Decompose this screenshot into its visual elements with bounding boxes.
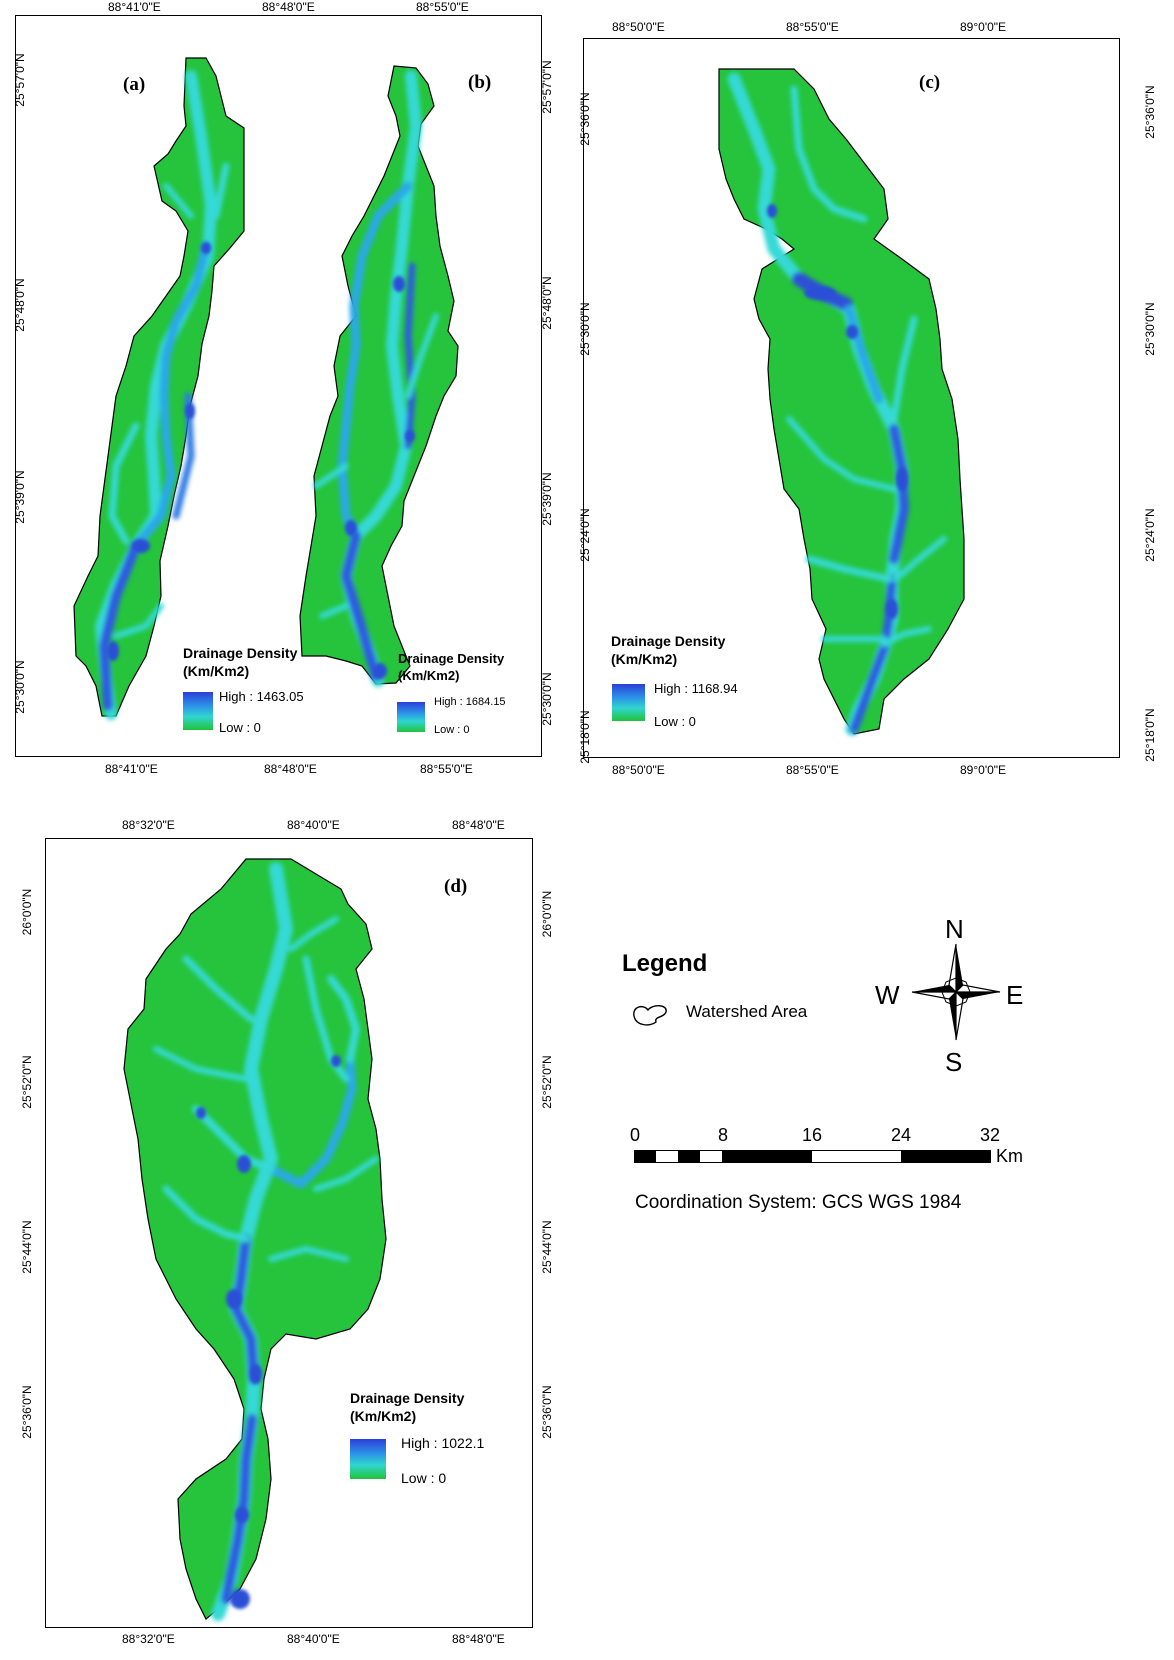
tick-ab-top-2: 88°55'0"E: [416, 0, 469, 14]
watershed-area-icon: [633, 1005, 667, 1026]
map-panel-c: (c) Drainage Density (Km/Km2) High : 116…: [583, 38, 1120, 758]
watershed-b-shape: [299, 65, 459, 685]
scale-unit: Km: [996, 1146, 1023, 1166]
map-panel-ab: (a) (b) Drainage Density (Km/Km2) High :…: [15, 15, 542, 757]
tick-d-right-1: 25°52'0"N: [540, 1055, 554, 1109]
tick-c-top-1: 88°55'0"E: [786, 20, 839, 34]
tick-d-bottom-1: 88°40'0"E: [287, 1632, 340, 1646]
watershed-map-d: [123, 858, 387, 1621]
tick-c-left-1: 25°30'0"N: [578, 302, 592, 356]
tick-d-top-0: 88°32'0"E: [122, 818, 175, 832]
tick-d-left-3: 25°36'0"N: [20, 1385, 34, 1439]
tick-c-left-2: 25°24'0"N: [578, 508, 592, 562]
drainage-legend-c-title: Drainage Density (Km/Km2): [611, 632, 725, 668]
tick-ab-left-3: 25°30'0"N: [13, 660, 27, 714]
tick-ab-right-2: 25°39'0"N: [540, 472, 554, 526]
drainage-legend-c-title-2: (Km/Km2): [611, 651, 678, 667]
drainage-legend-d-title-1: Drainage Density: [350, 1390, 465, 1406]
watershed-d-shape: [123, 858, 387, 1620]
compass-s: S: [945, 1047, 963, 1077]
north-arrow-icon: [911, 943, 1001, 1041]
tick-ab-left-1: 25°48'0"N: [13, 278, 27, 332]
drainage-legend-d-low: Low : 0: [401, 1470, 447, 1486]
tick-d-top-2: 88°48'0"E: [452, 818, 505, 832]
tick-d-top-1: 88°40'0"E: [287, 818, 340, 832]
panel-label-a: (a): [123, 74, 146, 95]
tick-d-bottom-2: 88°48'0"E: [452, 1632, 505, 1646]
tick-d-left-0: 26°0'0"N: [20, 888, 34, 936]
drainage-legend-c-high: High : 1168.94: [654, 681, 738, 696]
drainage-legend-a-title-1: Drainage Density: [183, 645, 298, 661]
tick-ab-top-0: 88°41'0"E: [108, 0, 161, 14]
watershed-c-shape: [718, 68, 965, 735]
tick-c-right-0: 25°36'0"N: [1143, 85, 1157, 139]
drainage-legend-b-title-2: (Km/Km2): [398, 668, 460, 683]
tick-ab-bottom-2: 88°55'0"E: [420, 762, 473, 776]
map-panel-d: (d) Drainage Density (Km/Km2) High : 102…: [45, 838, 533, 1628]
drainage-legend-c-title-1: Drainage Density: [611, 633, 726, 649]
tick-c-bottom-2: 89°0'0"E: [960, 763, 1007, 777]
drainage-legend-d-title: Drainage Density (Km/Km2): [350, 1389, 464, 1425]
compass-w: W: [875, 980, 900, 1010]
drainage-legend-a-title: Drainage Density (Km/Km2): [183, 644, 297, 680]
drainage-legend-b-low: Low : 0: [434, 724, 470, 736]
map-legend-item-watershed: Watershed Area: [686, 1002, 808, 1021]
drainage-legend-b-title-1: Drainage Density: [398, 651, 505, 666]
drainage-legend-d-title-2: (Km/Km2): [350, 1408, 417, 1424]
scale-label-32: 32: [980, 1125, 1001, 1145]
tick-c-bottom-1: 88°55'0"E: [786, 763, 839, 777]
scale-label-0: 0: [630, 1125, 641, 1145]
panel-label-c: (c): [919, 72, 941, 93]
watershed-map-ab: [73, 57, 459, 720]
tick-c-right-2: 25°24'0"N: [1143, 508, 1157, 562]
tick-ab-bottom-0: 88°41'0"E: [105, 762, 158, 776]
drainage-legend-d-high: High : 1022.1: [401, 1435, 485, 1451]
drainage-legend-d-swatch: [350, 1439, 386, 1479]
tick-c-right-3: 25°18'0"N: [1143, 708, 1157, 762]
panel-label-d: (d): [444, 876, 468, 897]
drainage-legend-a-low: Low : 0: [219, 720, 261, 735]
panel-label-b: (b): [468, 72, 492, 93]
drainage-legend-c-swatch: [612, 684, 645, 721]
tick-c-left-3: 25°18'0"N: [578, 710, 592, 764]
tick-d-left-1: 25°52'0"N: [20, 1055, 34, 1109]
tick-d-right-3: 25°36'0"N: [540, 1385, 554, 1439]
compass-e: E: [1006, 980, 1024, 1010]
drainage-legend-b-title: Drainage Density (Km/Km2): [398, 650, 504, 684]
drainage-legend-c-low: Low : 0: [654, 714, 696, 729]
tick-c-bottom-0: 88°50'0"E: [612, 763, 665, 777]
scale-label-8: 8: [718, 1125, 729, 1145]
tick-ab-right-0: 25°57'0"N: [540, 60, 554, 114]
drainage-legend-a-title-2: (Km/Km2): [183, 663, 250, 679]
tick-c-left-0: 25°36'0"N: [578, 92, 592, 146]
tick-d-bottom-0: 88°32'0"E: [122, 1632, 175, 1646]
coordinate-system: Coordination System: GCS WGS 1984: [635, 1192, 962, 1213]
tick-d-right-0: 26°0'0"N: [540, 890, 554, 938]
scale-label-24: 24: [891, 1125, 912, 1145]
tick-ab-left-0: 25°57'0"N: [13, 53, 27, 107]
tick-c-top-0: 88°50'0"E: [612, 20, 665, 34]
scale-label-16: 16: [802, 1125, 823, 1145]
drainage-legend-a-high: High : 1463.05: [219, 689, 304, 704]
tick-c-right-1: 25°30'0"N: [1143, 302, 1157, 356]
tick-c-top-2: 89°0'0"E: [960, 20, 1007, 34]
watershed-map-c: [718, 68, 965, 736]
map-legend-title: Legend: [622, 950, 708, 977]
scale-bar: [634, 1150, 991, 1163]
tick-ab-bottom-1: 88°48'0"E: [264, 762, 317, 776]
tick-d-left-2: 25°44'0"N: [20, 1220, 34, 1274]
tick-ab-top-1: 88°48'0"E: [262, 0, 315, 14]
drainage-legend-b-swatch: [397, 702, 425, 732]
drainage-legend-a-swatch: [183, 692, 213, 730]
tick-ab-left-2: 25°39'0"N: [13, 470, 27, 524]
tick-ab-right-3: 25°30'0"N: [540, 672, 554, 726]
tick-d-right-2: 25°44'0"N: [540, 1220, 554, 1274]
drainage-legend-b-high: High : 1684.15: [434, 696, 506, 708]
tick-ab-right-1: 25°48'0"N: [540, 276, 554, 330]
compass-n: N: [945, 914, 964, 944]
